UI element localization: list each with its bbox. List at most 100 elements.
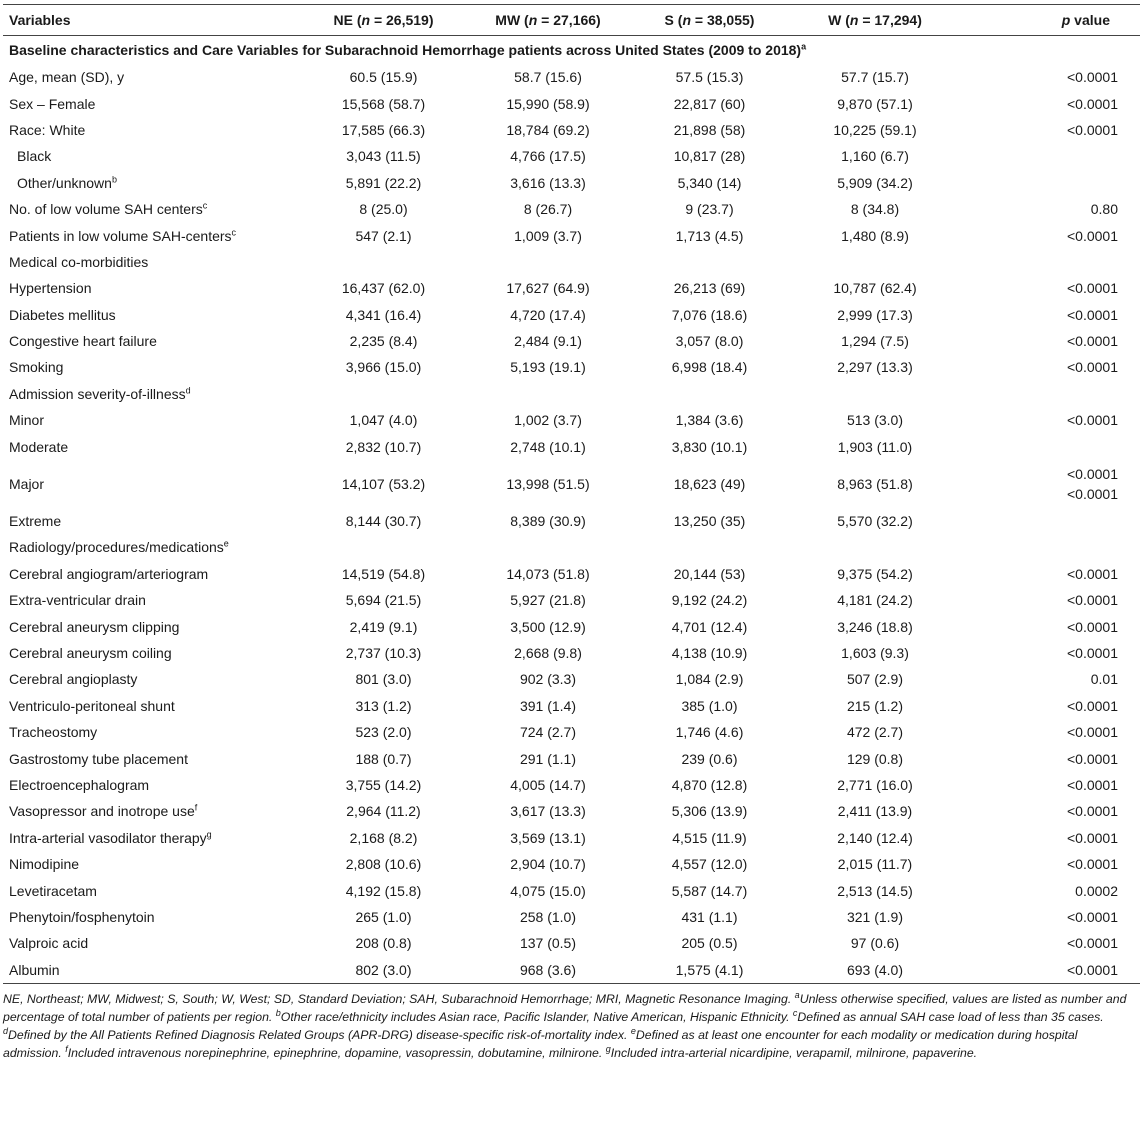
cell-mw: 3,500 (12.9) [510,618,586,635]
cell-mw [464,534,632,560]
cell-mw: 968 (3.6) [464,956,632,984]
cell-w: 9,870 (57.1) [837,95,913,112]
cell-mw: 2,748 (10.1) [510,438,586,455]
cell-mw: 58.7 (15.6) [514,69,582,86]
cell-p-value: <0.0001 [1067,69,1118,86]
cell-mw: 14,073 (51.8) [506,565,590,582]
cell-ne: 523 (2.0) [355,724,412,741]
cell-mw: 4,766 (17.5) [510,148,586,165]
cell-mw: 2,484 (9.1) [514,333,582,350]
table-row: Cerebral angioplasty 801 (3.0) 902 (3.3) 1,… [3,666,1140,692]
cell-w [787,534,963,560]
cell-w: 5,570 (32.2) [837,513,913,530]
cell-mw: 3,616 (13.3) [510,174,586,191]
cell-s: 7,076 (18.6) [671,306,748,323]
table-row: Valproic acid 208 (0.8) 137 (0.5) 205 (0.5)… [3,930,1140,956]
header-s: S (n = 38,055) [632,4,787,36]
cell-p-value: <0.0001 [1067,359,1118,376]
cell-p-value: <0.0001 [1067,618,1118,635]
row-label: Vasopressor and inotrope usef [9,802,198,820]
cell-w: 97 (0.6) [850,935,900,952]
cell-s: 4,515 (11.9) [672,829,747,846]
table-row: Gastrostomy tube placement 188 (0.7) 291 (… [3,745,1140,771]
cell-p-value [963,534,1140,560]
table-row: Admission severity-of-illnessd [3,381,1140,407]
cell-s: 4,701 (12.4) [671,618,748,635]
row-label: Cerebral aneurysm clipping [9,618,180,635]
cell-s: 5,587 (14.7) [671,882,748,899]
cell-p-value [963,170,1140,196]
cell-w: 10,225 (59.1) [833,121,917,138]
cell-mw: 3,569 (13.1) [510,829,586,846]
cell-s: 1,713 (4.5) [675,227,744,244]
cell-s: 5,340 (14) [677,174,742,191]
cell-p-value: <0.0001 [1067,412,1118,429]
cell-mw [464,381,632,407]
cell-w: 2,999 (17.3) [837,306,913,323]
cell-p-value: <0.0001 [1067,856,1118,873]
table-row: No. of low volume SAH centersc 8 (25.0) 8 … [3,196,1140,222]
row-label: Smoking [9,359,64,376]
cell-ne: 8,144 (30.7) [345,513,422,530]
cell-mw: 4,720 (17.4) [510,306,586,323]
table-row: Cerebral aneurysm clipping 2,419 (9.1) 3,5… [3,613,1140,639]
cell-w: 5,909 (34.2) [837,174,913,191]
cell-w: 1,160 (6.7) [841,148,909,165]
cell-s [632,534,787,560]
table-row: Minor 1,047 (4.0) 1,002 (3.7) 1,384 (3.6) 51… [3,407,1140,433]
cell-mw: 258 (1.0) [519,908,577,925]
cell-w: 2,140 (12.4) [837,829,913,846]
cell-w [787,381,963,407]
cell-s: 26,213 (69) [673,280,746,297]
cell-w: 507 (2.9) [846,671,904,688]
cell-p-value: <0.0001 [1067,803,1118,820]
cell-s: 3,057 (8.0) [675,333,744,350]
cell-ne: 14,107 (53.2) [341,475,426,492]
cell-mw: 13,998 (51.5) [506,475,590,492]
row-label: Cerebral aneurysm coiling [9,645,172,661]
cell-p-value: <0.0001 [1067,227,1118,244]
data-table: Variables NE (n = 26,519) MW (n = 27,166… [3,4,1140,984]
cell-mw: 4,075 (15.0) [510,882,586,899]
cell-p-value [963,143,1140,169]
cell-ne: 5,694 (21.5) [345,592,422,609]
cell-s: 9 (23.7) [685,201,734,218]
row-label: Major [9,475,45,492]
cell-ne: 15,568 (58.7) [341,95,426,112]
table-footnote: NE, Northeast; MW, Midwest; S, South; W,… [3,984,1140,1062]
row-label: Diabetes mellitus [9,306,116,323]
cell-ne: 2,808 (10.6) [345,856,422,873]
cell-p-value: <0.0001 [1067,592,1118,609]
cell-s: 5,306 (13.9) [671,803,748,820]
row-label: Valproic acid [9,935,89,952]
row-label: Age, mean (SD), y [9,69,125,86]
header-row: Variables NE (n = 26,519) MW (n = 27,166… [3,4,1140,36]
cell-w: 2,015 (11.7) [837,856,913,873]
table-row: Race: White 17,585 (66.3) 18,784 (69.2) 21,… [3,117,1140,143]
table-row: Moderate 2,832 (10.7) 2,748 (10.1) 3,830 (1… [3,433,1140,459]
table-row: Electroencephalogram 3,755 (14.2) 4,005 (1… [3,772,1140,798]
cell-mw: 2,904 (10.7) [510,856,586,873]
cell-ne [303,381,464,407]
row-label: Sex – Female [9,95,96,112]
table-row: Tracheostomy 523 (2.0) 724 (2.7) 1,746 (4.6… [3,719,1140,745]
table-row: Intra-arterial vasodilator therapyg 2,168… [3,825,1140,851]
section-title: Baseline characteristics and Care Variab… [9,41,807,58]
table-row: Other/unknownb 5,891 (22.2) 3,616 (13.3) 5,… [3,170,1140,196]
cell-s: 4,557 (12.0) [671,856,748,873]
row-label: Other/unknownb [17,174,117,191]
cell-ne: 8 (25.0) [359,201,408,218]
cell-ne: 14,519 (54.8) [341,565,426,582]
cell-p-value: 0.0002 [1075,882,1118,899]
table-row: Smoking 3,966 (15.0) 5,193 (19.1) 6,998 (18… [3,354,1140,380]
table-row: Phenytoin/fosphenytoin 265 (1.0) 258 (1.0)… [3,904,1140,930]
row-label: Admission severity-of-illnessd [9,385,191,402]
cell-ne: 188 (0.7) [355,750,412,767]
cell-p-value: <0.0001 [1067,908,1118,925]
cell-ne: 265 (1.0) [355,908,412,925]
row-label: Tracheostomy [9,724,98,741]
cell-ne: 801 (3.0) [355,671,412,688]
cell-s: 431 (1.1) [681,908,738,925]
cell-ne: 60.5 (15.9) [349,69,418,86]
cell-s: 1,575 (4.1) [632,956,787,984]
